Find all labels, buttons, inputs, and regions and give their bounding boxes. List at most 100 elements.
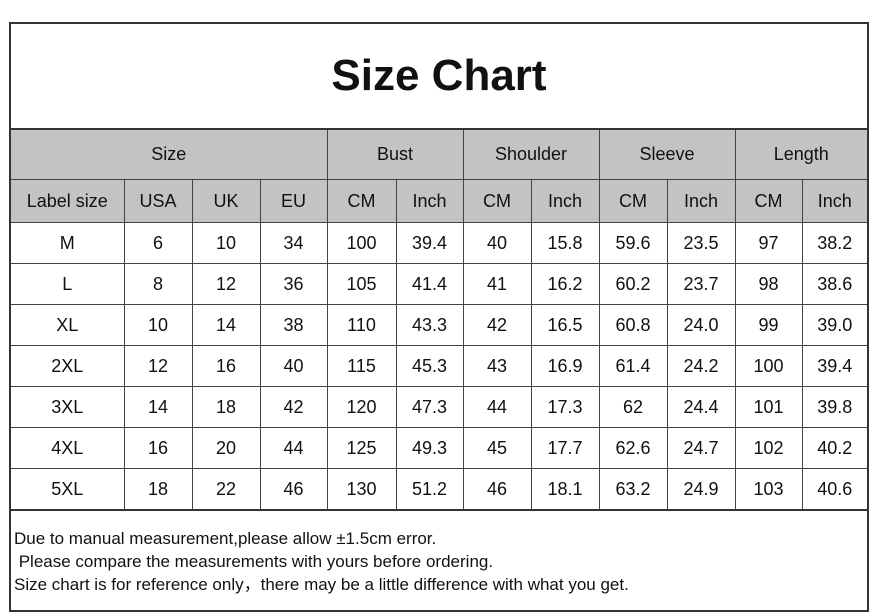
table-cell: 47.3 (395, 386, 464, 428)
table-cell: 115 (326, 345, 397, 387)
table-cell: 14 (123, 386, 193, 428)
table-cell: 40.6 (801, 468, 868, 511)
page-title: Size Chart (11, 24, 867, 130)
column-header: Inch (666, 179, 736, 223)
table-cell: 16.5 (530, 304, 600, 346)
table-cell: 2XL (11, 345, 125, 387)
table-cell: 39.0 (801, 304, 868, 346)
column-header: CM (734, 179, 803, 223)
table-cell: 23.5 (666, 222, 736, 264)
group-header: Size (11, 130, 328, 180)
table-cell: 20 (191, 427, 261, 469)
table-cell: 49.3 (395, 427, 464, 469)
table-cell: 12 (191, 263, 261, 305)
table-cell: 17.3 (530, 386, 600, 428)
table-cell: 39.4 (395, 222, 464, 264)
table-cell: 60.2 (598, 263, 668, 305)
table-cell: 10 (123, 304, 193, 346)
size-table: Size Bust Shoulder Sleeve Length Label s… (11, 130, 868, 511)
column-header: CM (598, 179, 668, 223)
table-cell: 45 (462, 427, 532, 469)
table-cell: 40 (462, 222, 532, 264)
table-cell: 62.6 (598, 427, 668, 469)
table-cell: 24.7 (666, 427, 736, 469)
table-cell: 4XL (11, 427, 125, 469)
table-cell: 24.2 (666, 345, 736, 387)
table-cell: 130 (326, 468, 397, 511)
table-cell: 99 (734, 304, 803, 346)
table-cell: 103 (734, 468, 803, 511)
table-row: 3XL 14 18 42 120 47.3 44 17.3 62 24.4 101 39.8 (11, 386, 868, 428)
table-cell: 101 (734, 386, 803, 428)
column-header: USA (123, 179, 193, 223)
table-cell: 14 (191, 304, 261, 346)
table-cell: 41 (462, 263, 532, 305)
column-header: CM (326, 179, 397, 223)
column-header: Inch (530, 179, 600, 223)
table-cell: 102 (734, 427, 803, 469)
table-cell: 97 (734, 222, 803, 264)
table-cell: 15.8 (530, 222, 600, 264)
table-cell: 43.3 (395, 304, 464, 346)
group-header: Sleeve (598, 130, 736, 180)
group-header: Shoulder (462, 130, 600, 180)
table-cell: 18 (123, 468, 193, 511)
table-cell: 40.2 (801, 427, 868, 469)
table-cell: 42 (462, 304, 532, 346)
table-cell: 10 (191, 222, 261, 264)
table-cell: 38 (259, 304, 328, 346)
column-header: CM (462, 179, 532, 223)
table-cell: 36 (259, 263, 328, 305)
table-cell: 100 (734, 345, 803, 387)
table-cell: 5XL (11, 468, 125, 511)
table-cell: 16 (191, 345, 261, 387)
table-cell: XL (11, 304, 125, 346)
table-cell: 8 (123, 263, 193, 305)
table-cell: 24.0 (666, 304, 736, 346)
table-cell: 98 (734, 263, 803, 305)
table-cell: 61.4 (598, 345, 668, 387)
table-cell: 24.9 (666, 468, 736, 511)
column-header: Inch (801, 179, 868, 223)
table-cell: 120 (326, 386, 397, 428)
notes: Due to manual measurement,please allow ±… (11, 511, 867, 596)
table-cell: 16 (123, 427, 193, 469)
table-cell: 41.4 (395, 263, 464, 305)
table-row: 2XL 12 16 40 115 45.3 43 16.9 61.4 24.2 100 39.4 (11, 345, 868, 387)
table-cell: 38.6 (801, 263, 868, 305)
table-cell: 59.6 (598, 222, 668, 264)
column-header: EU (259, 179, 328, 223)
table-row: 4XL 16 20 44 125 49.3 45 17.7 62.6 24.7 102 40.2 (11, 427, 868, 469)
group-header-row: Size Bust Shoulder Sleeve Length (11, 130, 868, 180)
table-cell: 6 (123, 222, 193, 264)
table-cell: 43 (462, 345, 532, 387)
column-header-row: Label size USA UK EU CM Inch CM Inch CM Inch CM Inc… (11, 179, 868, 223)
column-header: UK (191, 179, 261, 223)
table-cell: 34 (259, 222, 328, 264)
table-cell: 60.8 (598, 304, 668, 346)
size-chart: Size Chart Size Bust Shoulder Sleeve Len… (9, 22, 869, 612)
table-cell: 125 (326, 427, 397, 469)
table-cell: 105 (326, 263, 397, 305)
column-header: Inch (395, 179, 464, 223)
table-cell: 46 (259, 468, 328, 511)
table-cell: 42 (259, 386, 328, 428)
note-line: Please compare the measurements with you… (14, 552, 494, 571)
note-line: Due to manual measurement,please allow ±… (14, 529, 437, 548)
group-header: Bust (326, 130, 464, 180)
table-cell: 39.8 (801, 386, 868, 428)
table-cell: 16.9 (530, 345, 600, 387)
table-cell: 18.1 (530, 468, 600, 511)
table-cell: 22 (191, 468, 261, 511)
table-cell: 51.2 (395, 468, 464, 511)
table-cell: 44 (259, 427, 328, 469)
table-cell: 38.2 (801, 222, 868, 264)
group-header: Length (734, 130, 868, 180)
table-cell: 23.7 (666, 263, 736, 305)
table-cell: 100 (326, 222, 397, 264)
table-cell: 44 (462, 386, 532, 428)
table-cell: M (11, 222, 125, 264)
table-row: 5XL 18 22 46 130 51.2 46 18.1 63.2 24.9 103 40.6 (11, 468, 868, 511)
table-cell: 3XL (11, 386, 125, 428)
table-cell: 17.7 (530, 427, 600, 469)
